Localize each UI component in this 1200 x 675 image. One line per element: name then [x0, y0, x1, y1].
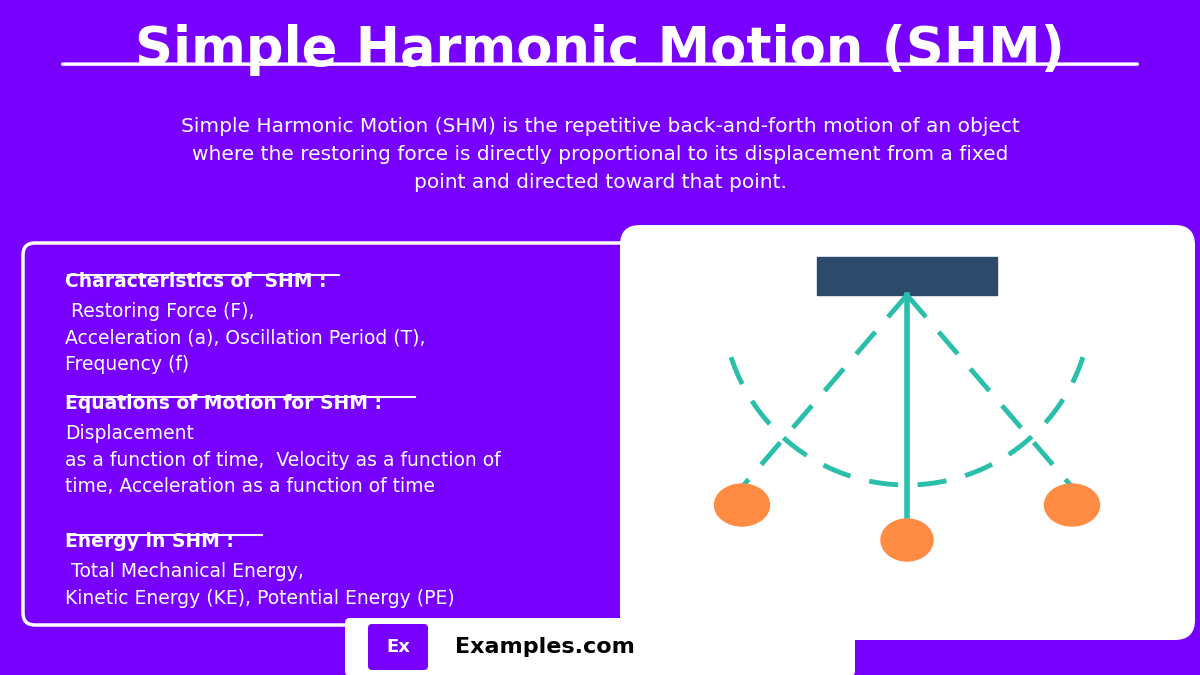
Ellipse shape [714, 484, 769, 526]
FancyBboxPatch shape [620, 225, 1195, 640]
Text: Restoring Force (F),
Acceleration (a), Oscillation Period (T),
Frequency (f): Restoring Force (F), Acceleration (a), O… [65, 302, 426, 374]
FancyBboxPatch shape [346, 618, 856, 675]
Text: Characteristics of  SHM :: Characteristics of SHM : [65, 272, 326, 291]
Text: Ex: Ex [386, 638, 410, 656]
Ellipse shape [1044, 484, 1099, 526]
Text: Displacement
as a function of time,  Velocity as a function of
time, Acceleratio: Displacement as a function of time, Velo… [65, 424, 500, 496]
Text: Simple Harmonic Motion (SHM): Simple Harmonic Motion (SHM) [136, 24, 1064, 76]
Text: Total Mechanical Energy,
Kinetic Energy (KE), Potential Energy (PE): Total Mechanical Energy, Kinetic Energy … [65, 562, 455, 608]
Text: Examples.com: Examples.com [455, 637, 635, 657]
Text: Simple Harmonic Motion (SHM) is the repetitive back-and-forth motion of an objec: Simple Harmonic Motion (SHM) is the repe… [181, 117, 1019, 192]
Text: Energy in SHM :: Energy in SHM : [65, 532, 234, 551]
Bar [817, 257, 997, 295]
FancyBboxPatch shape [368, 624, 428, 670]
Ellipse shape [881, 519, 934, 561]
FancyBboxPatch shape [23, 243, 632, 625]
Text: Equations of Motion for SHM :: Equations of Motion for SHM : [65, 394, 382, 413]
